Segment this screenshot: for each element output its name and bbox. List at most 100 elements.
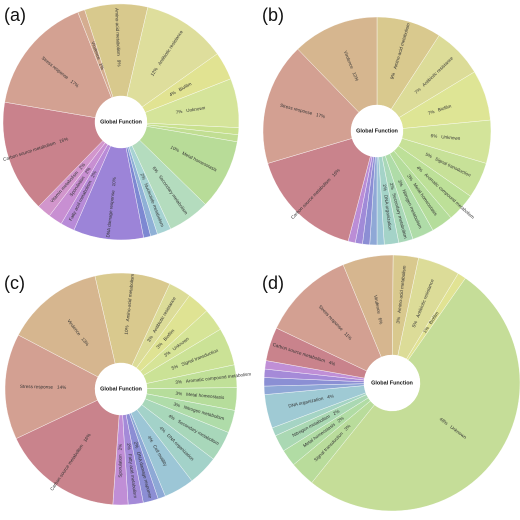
slice-name: Virulence <box>373 295 382 315</box>
panel-b: (b) 9%Amino-acid metabolism7%Antibiotic … <box>262 5 492 246</box>
donut-hole <box>351 105 403 157</box>
slice-pct: 7% <box>414 87 422 95</box>
center-title: Global Function <box>356 128 398 134</box>
slice-pct: 2% <box>382 184 388 191</box>
slice-name: Metal homeostasis <box>186 392 225 400</box>
slice-pct: 2% <box>337 416 345 424</box>
panel-c: (c) 10%Amino-acid metabolism3%Antibiotic… <box>4 272 252 506</box>
slice-pct: 4% <box>169 90 177 98</box>
slice-pct: 12% <box>150 67 159 77</box>
slice-pct: 6% <box>377 317 383 324</box>
slice-pct: 2% <box>389 182 396 190</box>
slice-pct: 2% <box>133 441 140 449</box>
slice-pct: 3% <box>163 350 171 358</box>
slice-name: Biofilm <box>428 311 440 325</box>
donut-hole <box>364 355 420 411</box>
donut-hole <box>95 96 147 148</box>
slice-pct: 2% <box>90 170 97 178</box>
slice-pct: 3% <box>175 391 182 397</box>
slice-pct: 3% <box>343 424 351 432</box>
slice-pct: 1% <box>98 63 105 71</box>
pie-chart-a: Amino-acid metabolism9%12%Antibiotic res… <box>3 3 240 241</box>
slice-name: Sporulation <box>118 454 123 478</box>
slice-pct: 14% <box>57 385 66 390</box>
slice-pct: 5% <box>171 364 179 371</box>
center-title: Global Function <box>100 386 142 392</box>
slice-name: DNA organization <box>383 195 393 232</box>
slice-pct: 12% <box>351 71 359 81</box>
slice-name: Fatty acid metabolism <box>127 453 138 498</box>
slice-pct: 4% <box>327 394 335 400</box>
slice-pct: 16% <box>331 168 341 178</box>
slice-pct: 3% <box>406 174 414 182</box>
slice-label: Stress response 14% <box>20 384 67 390</box>
panel-label: (a) <box>4 5 26 25</box>
slice-pct: 3% <box>173 402 181 409</box>
slice-pct: 17% <box>315 112 325 119</box>
slice-label: Virulence 6% <box>373 295 384 325</box>
slice-label: 1%Biofilm <box>422 311 440 334</box>
slice-pct: 3% <box>175 379 182 385</box>
slice-label: Sporulation 2% <box>118 444 123 478</box>
slice-name: Amino-acid metabolism <box>125 273 135 321</box>
slice-label: 10% Amino-acid metabolism <box>124 273 135 334</box>
center-title: Global Function <box>371 380 413 386</box>
slice-label: 2% Fatty acid metabolism <box>126 443 138 499</box>
slice-label: 7% Biofilm <box>427 104 452 116</box>
slice-pct: 10% <box>111 177 117 187</box>
slice-pct: 3% <box>396 317 402 324</box>
pie-slice <box>18 275 116 378</box>
slice-name: Virulence <box>90 41 101 61</box>
slice-pct: 9% <box>116 60 121 67</box>
slice-label: 4%Biofilm <box>169 81 193 97</box>
slice-pct: 4% <box>415 165 423 173</box>
center-title: Global Function <box>100 119 142 125</box>
slice-pct: 2% <box>126 443 132 450</box>
slice-label: DNA damage response 10% <box>106 177 118 238</box>
slice-pct: 16% <box>59 137 69 145</box>
slice-pct: 1% <box>422 326 430 334</box>
slice-pct: 4% <box>158 426 166 434</box>
donut-hole <box>95 363 147 415</box>
pie-slice <box>4 334 99 439</box>
slice-label: 7% Unknown <box>175 105 206 115</box>
slice-label: Virulence12% <box>343 50 360 82</box>
slice-name: Amino-acid metabolism <box>114 8 121 56</box>
slice-pct: 6% <box>430 133 437 139</box>
panel-label: (c) <box>4 273 25 293</box>
slice-pct: 2% <box>139 173 146 181</box>
slice-pct: 17% <box>69 79 79 89</box>
slice-name: Biofilm <box>437 104 452 113</box>
panel-label: (d) <box>262 273 284 293</box>
slice-pct: 3% <box>397 179 404 187</box>
slice-pct: 11% <box>343 331 353 341</box>
slice-pct: 13% <box>80 337 90 347</box>
slice-label: 3% Metal homeostasis <box>175 391 225 400</box>
slice-label: 3% Amino-acid metabolism <box>396 265 407 324</box>
slice-label: 6% Unknown <box>430 133 461 141</box>
slice-name: Unknown <box>186 105 206 113</box>
slice-name: Biofilm <box>178 81 193 92</box>
slice-pct: 10% <box>169 145 179 154</box>
slice-pct: 7% <box>427 109 435 116</box>
slice-pct: 4% <box>167 414 175 422</box>
slice-pct: 3% <box>146 335 154 343</box>
slice-name: Unknown <box>441 134 461 141</box>
slice-label: 2% DNA organization <box>382 184 393 231</box>
slice-pct: 16% <box>83 433 92 443</box>
slice-pct: 5% <box>425 152 433 159</box>
panel-label: (b) <box>262 5 284 25</box>
slice-pct: 4% <box>328 360 336 367</box>
slice-name: Stress response <box>20 384 54 390</box>
panel-a: (a) Amino-acid metabolism9%12%Antibiotic… <box>3 3 240 241</box>
slice-pct: 2% <box>332 409 340 417</box>
slice-pct: 2% <box>84 167 92 175</box>
slice-name: Virulence <box>343 50 355 70</box>
slice-name: DNA damage response <box>106 190 116 238</box>
slice-pct: 5% <box>411 320 418 328</box>
